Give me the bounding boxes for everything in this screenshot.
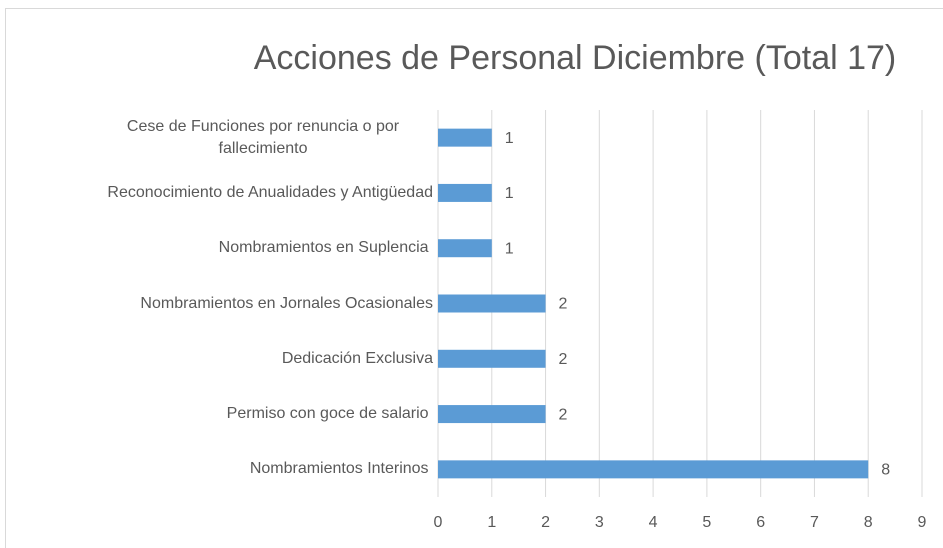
chart-title: Acciones de Personal Diciembre (Total 17…: [254, 39, 897, 77]
y-tick-label: Permiso con goce de salario: [226, 405, 433, 423]
category-label-box: Nombramientos en Suplencia: [3, 223, 433, 273]
y-tick-label: Nombramientos Interinos: [249, 460, 433, 478]
value-label: 2: [559, 296, 568, 313]
y-tick-label: Cese de Funciones por renuncia o por fal…: [126, 117, 404, 157]
category-label-box: Nombramientos en Jornales Ocasionales: [3, 279, 433, 329]
x-tick-label: 9: [918, 514, 927, 531]
x-tick-label: 8: [864, 514, 873, 531]
chart-border: [5, 8, 943, 548]
bar: [438, 294, 546, 313]
y-tick-label: Reconocimiento de Anualidades y Antigüed…: [107, 183, 433, 201]
bar: [438, 349, 546, 368]
value-label: 8: [881, 462, 890, 479]
x-tick-label: 2: [541, 514, 550, 531]
bar: [438, 460, 869, 479]
value-label: 2: [559, 406, 568, 423]
bar: [438, 183, 492, 202]
bar: [438, 128, 492, 147]
y-tick-label: Nombramientos en Suplencia: [218, 239, 433, 257]
x-tick-label: 5: [702, 514, 711, 531]
value-label: 1: [505, 185, 514, 202]
category-label-box: Cese de Funciones por renuncia o por fal…: [3, 113, 433, 163]
category-label-box: Dedicación Exclusiva: [3, 334, 433, 384]
x-tick-label: 6: [756, 514, 765, 531]
bar: [438, 239, 492, 258]
x-tick-label: 7: [810, 514, 819, 531]
category-label-box: Reconocimiento de Anualidades y Antigüed…: [3, 168, 433, 218]
value-label: 1: [505, 240, 514, 257]
x-tick-label: 0: [434, 514, 443, 531]
value-label: 2: [559, 351, 568, 368]
x-tick-label: 1: [487, 514, 496, 531]
category-label-box: Nombramientos Interinos: [3, 444, 433, 494]
y-tick-label: Dedicación Exclusiva: [281, 349, 433, 367]
bar: [438, 405, 546, 424]
x-tick-label: 3: [595, 514, 604, 531]
x-tick-label: 4: [649, 514, 658, 531]
value-label: 1: [505, 130, 514, 147]
y-tick-label: Nombramientos en Jornales Ocasionales: [140, 294, 433, 312]
category-label-box: Permiso con goce de salario: [3, 389, 433, 439]
